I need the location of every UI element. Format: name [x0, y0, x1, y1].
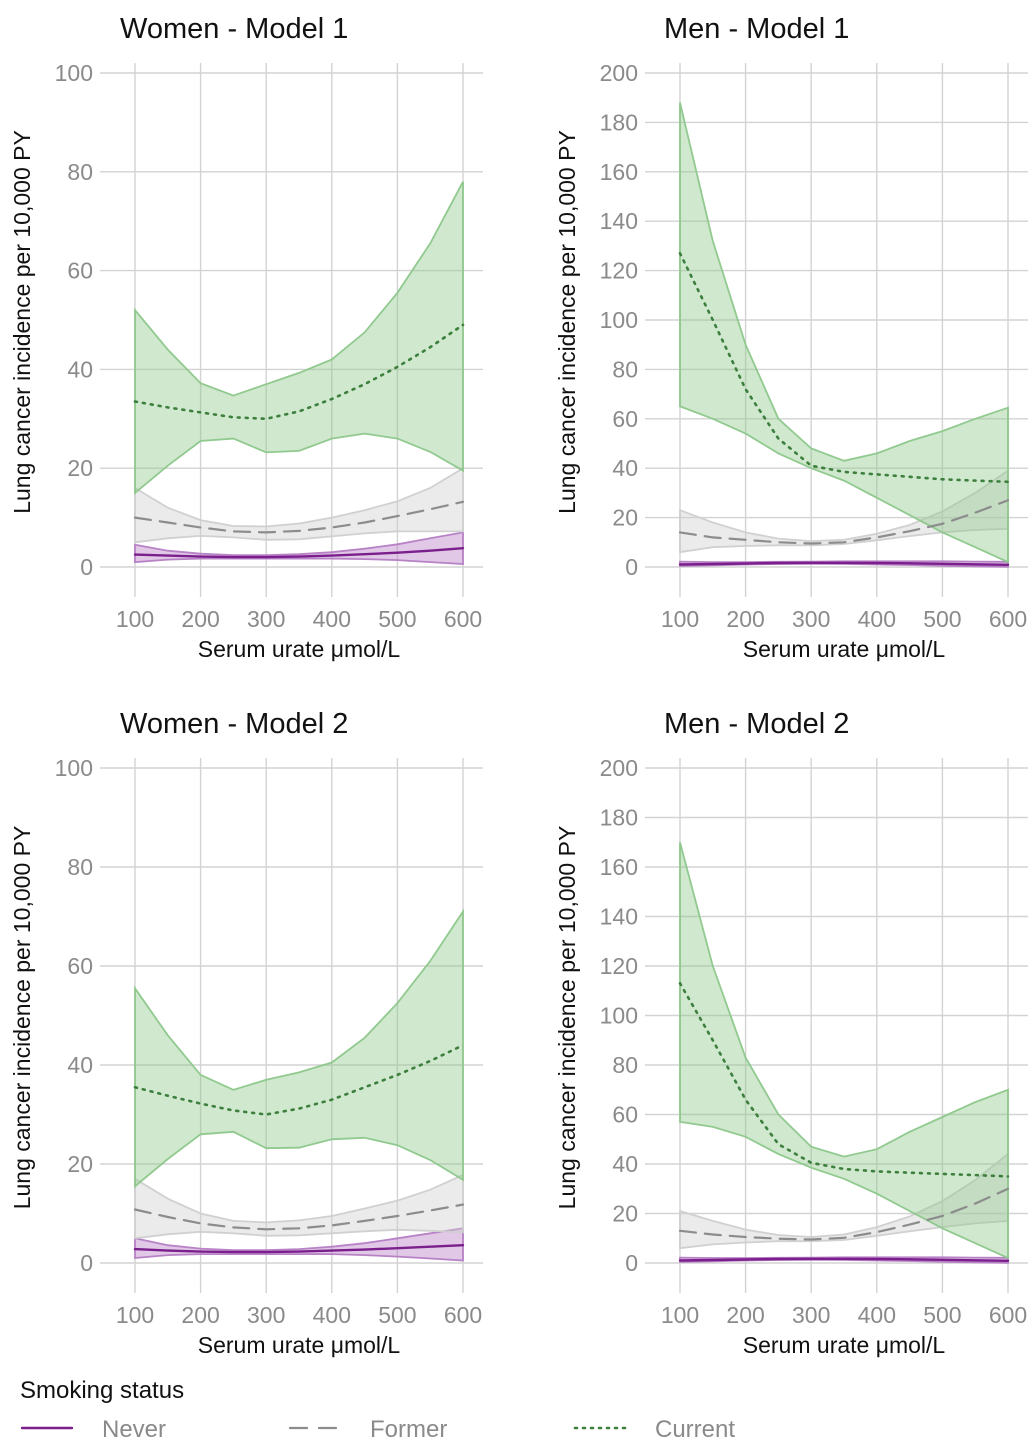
- x-tick-label: 100: [116, 606, 154, 632]
- y-tick-label: 60: [67, 258, 93, 284]
- y-tick-label: 200: [600, 755, 638, 781]
- x-tick-label: 300: [247, 606, 285, 632]
- x-tick-label: 500: [923, 606, 961, 632]
- y-axis-label: Lung cancer incidence per 10,000 PY: [554, 826, 580, 1210]
- y-tick-label: 20: [612, 505, 638, 531]
- chart-panel-2: 0 20 40 60 80 100 120 140 160 180 200 100 200 300 400 5…: [554, 13, 1028, 662]
- panel-title: Women - Model 2: [120, 708, 348, 740]
- chart-panel-1: 0 20 40 60 80 100 100 200 300 400 500 600 Women - Mo…: [9, 13, 483, 662]
- x-tick-label: 200: [181, 1302, 219, 1328]
- legend-title: Smoking status: [20, 1377, 184, 1404]
- y-tick-label: 0: [80, 554, 93, 580]
- y-tick-label: 60: [67, 953, 93, 979]
- chart-panel-3: 0 20 40 60 80 100 100 200 300 400 500 600 Women - Mo…: [9, 708, 483, 1358]
- x-tick-label: 400: [313, 606, 351, 632]
- x-axis-label: Serum urate μmol/L: [198, 1332, 401, 1358]
- y-tick-label: 200: [600, 60, 638, 86]
- y-tick-label: 100: [600, 1003, 638, 1029]
- panel-title: Women - Model 1: [120, 13, 348, 45]
- x-tick-label: 100: [661, 1302, 699, 1328]
- y-tick-label: 40: [612, 455, 638, 481]
- legend-label-current: Current: [655, 1416, 735, 1443]
- x-tick-label: 500: [378, 1302, 416, 1328]
- y-tick-label: 80: [612, 1052, 638, 1078]
- x-tick-label: 500: [923, 1302, 961, 1328]
- y-tick-label: 160: [600, 159, 638, 185]
- y-tick-label: 100: [55, 755, 93, 781]
- x-tick-label: 500: [378, 606, 416, 632]
- y-tick-label: 0: [80, 1250, 93, 1276]
- legend: Smoking status Never Former Current: [20, 1377, 735, 1443]
- x-tick-label: 200: [726, 606, 764, 632]
- y-tick-label: 140: [600, 208, 638, 234]
- x-tick-label: 400: [858, 606, 896, 632]
- y-tick-label: 60: [612, 1102, 638, 1128]
- chart-panel-4: 0 20 40 60 80 100 120 140 160 180 200 100 200 300 400 5…: [554, 708, 1028, 1358]
- y-tick-label: 100: [55, 60, 93, 86]
- ci-band-current: [680, 842, 1008, 1258]
- ci-band-current: [135, 912, 463, 1187]
- x-tick-label: 300: [792, 606, 830, 632]
- x-tick-label: 200: [181, 606, 219, 632]
- y-tick-label: 140: [600, 904, 638, 930]
- x-tick-label: 600: [989, 606, 1027, 632]
- x-tick-label: 100: [116, 1302, 154, 1328]
- legend-label-former: Former: [370, 1416, 447, 1443]
- x-tick-label: 400: [313, 1302, 351, 1328]
- panel-title: Men - Model 1: [664, 13, 849, 45]
- y-tick-label: 20: [67, 1151, 93, 1177]
- y-tick-label: 0: [625, 554, 638, 580]
- y-axis-label: Lung cancer incidence per 10,000 PY: [554, 130, 580, 514]
- y-tick-label: 20: [67, 455, 93, 481]
- y-tick-label: 40: [612, 1151, 638, 1177]
- y-tick-label: 20: [612, 1201, 638, 1227]
- x-axis-label: Serum urate μmol/L: [198, 636, 401, 662]
- panel-title: Men - Model 2: [664, 708, 849, 740]
- x-tick-label: 400: [858, 1302, 896, 1328]
- x-tick-label: 600: [444, 1302, 482, 1328]
- x-tick-label: 300: [792, 1302, 830, 1328]
- y-tick-label: 60: [612, 406, 638, 432]
- x-tick-label: 100: [661, 606, 699, 632]
- x-tick-label: 600: [989, 1302, 1027, 1328]
- legend-label-never: Never: [102, 1416, 166, 1443]
- x-tick-label: 600: [444, 606, 482, 632]
- y-tick-label: 180: [600, 109, 638, 135]
- y-tick-label: 80: [67, 159, 93, 185]
- y-tick-label: 120: [600, 258, 638, 284]
- y-tick-label: 120: [600, 953, 638, 979]
- x-tick-label: 300: [247, 1302, 285, 1328]
- y-tick-label: 40: [67, 1052, 93, 1078]
- x-axis-label: Serum urate μmol/L: [743, 1332, 946, 1358]
- y-tick-label: 180: [600, 805, 638, 831]
- x-tick-label: 200: [726, 1302, 764, 1328]
- y-tick-label: 0: [625, 1250, 638, 1276]
- y-axis-label: Lung cancer incidence per 10,000 PY: [9, 826, 35, 1210]
- y-tick-label: 40: [67, 356, 93, 382]
- y-axis-label: Lung cancer incidence per 10,000 PY: [9, 130, 35, 514]
- y-tick-label: 80: [67, 854, 93, 880]
- x-axis-label: Serum urate μmol/L: [743, 636, 946, 662]
- y-tick-label: 80: [612, 356, 638, 382]
- y-tick-label: 100: [600, 307, 638, 333]
- y-tick-label: 160: [600, 854, 638, 880]
- ci-band-current: [135, 182, 463, 493]
